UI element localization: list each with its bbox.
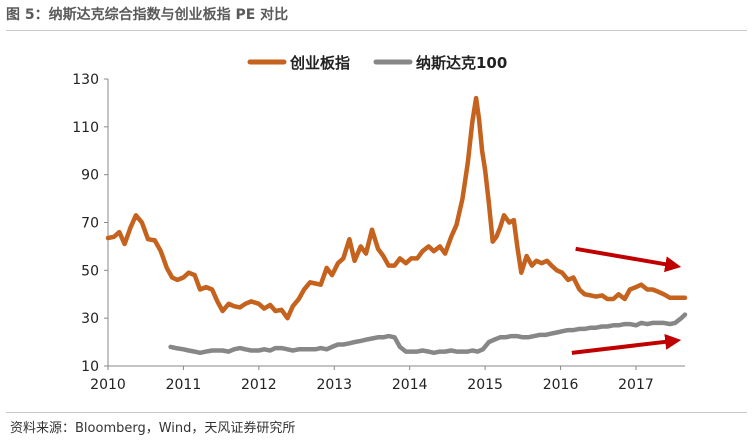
x-tick-label: 2010 [90,377,126,393]
x-tick-label: 2012 [241,377,277,393]
y-tick-label: 30 [81,311,99,327]
series-line-nasdaq100 [168,312,688,356]
uptrend-arrow [571,333,682,355]
chart-annotations [571,246,682,355]
source-rule [6,412,747,413]
y-tick-label: 50 [81,263,99,279]
downtrend-arrow [575,246,682,273]
series-line-chinext [105,95,688,321]
chart-axes: 10 30 50 70 90 110 130 2010 2011 2012 2013 2014 2015… [72,72,685,393]
x-tick-label: 2016 [543,377,579,393]
y-tick-label: 130 [72,72,99,88]
legend-label: 创业板指 [289,54,350,72]
source-note: 资料来源：Bloomberg，Wind，天风证券研究所 [10,421,296,436]
x-tick-label: 2011 [166,377,202,393]
x-tick-label: 2017 [618,377,654,393]
chart-legend: 创业板指 纳斯达克100 [247,54,507,72]
x-tick-label: 2015 [467,377,503,393]
chart-series [105,95,688,356]
legend-label: 纳斯达克100 [416,54,507,72]
y-tick-label: 90 [81,168,99,184]
x-tick-label: 2013 [316,377,352,393]
y-tick-label: 70 [81,216,99,232]
figure-title: 图 5：纳斯达克综合指数与创业板指 PE 对比 [6,7,289,23]
pe-comparison-chart: 创业板指 纳斯达克100 10 30 50 70 90 110 130 2010 2011 2012… [72,54,688,393]
y-tick-label: 10 [81,359,99,375]
title-rule [6,30,747,31]
y-tick-label: 110 [72,120,99,136]
x-tick-label: 2014 [392,377,428,393]
